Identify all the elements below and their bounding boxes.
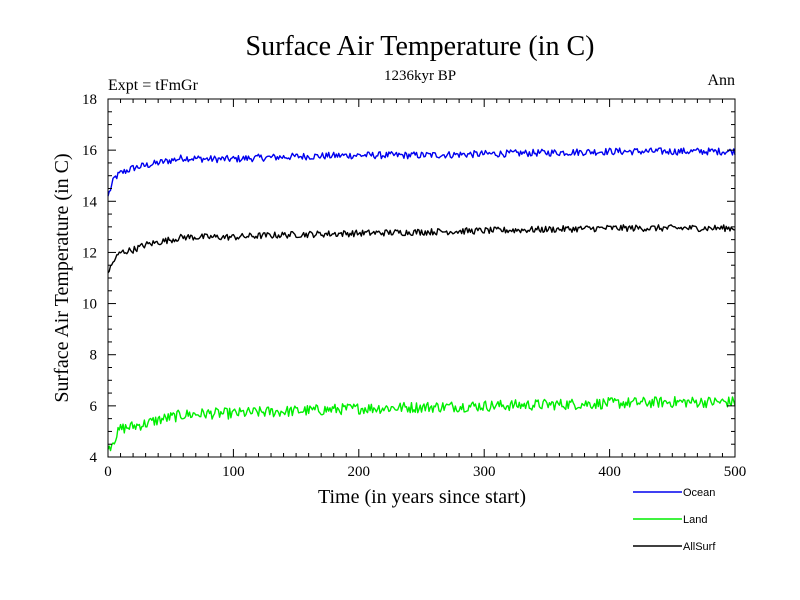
plot-frame xyxy=(107,98,736,458)
x-tick-label: 500 xyxy=(724,464,747,480)
series-line-ocean xyxy=(107,147,736,197)
y-axis-label: Surface Air Temperature (in C) xyxy=(51,153,73,402)
series-layer xyxy=(107,147,736,452)
y-tick-label: 16 xyxy=(82,143,98,159)
x-tick-label: 300 xyxy=(473,464,496,480)
legend: Ocean Land AllSurf xyxy=(633,487,716,553)
x-axis-label: Time (in years since start) xyxy=(318,486,526,508)
y-tick-label: 4 xyxy=(90,450,98,466)
y-tick-label: 8 xyxy=(90,348,98,364)
series-line-allsurf xyxy=(107,224,736,274)
y-tick-label: 12 xyxy=(82,245,97,261)
y-tick-label: 10 xyxy=(82,297,97,313)
legend-label-ocean: Ocean xyxy=(683,487,715,499)
x-tick-label: 0 xyxy=(104,464,112,480)
y-tick-label: 6 xyxy=(90,399,98,415)
legend-label-allsurf: AllSurf xyxy=(683,541,716,553)
y-tick-label: 18 xyxy=(82,92,97,108)
chart-title: Surface Air Temperature (in C) xyxy=(246,31,595,62)
x-tick-label: 100 xyxy=(222,464,245,480)
x-tick-label: 400 xyxy=(598,464,621,480)
x-tick-label: 200 xyxy=(348,464,371,480)
axis-layer: 0 100 200 300 400 500 4 6 8 10 12 14 16 18 xyxy=(82,92,746,480)
y-tick-label: 14 xyxy=(82,194,98,210)
legend-label-land: Land xyxy=(683,514,707,526)
season-label: Ann xyxy=(707,72,735,89)
experiment-label: Expt = tFmGr xyxy=(108,77,199,94)
chart-subtitle: 1236kyr BP xyxy=(384,68,456,84)
series-line-land xyxy=(107,396,736,452)
